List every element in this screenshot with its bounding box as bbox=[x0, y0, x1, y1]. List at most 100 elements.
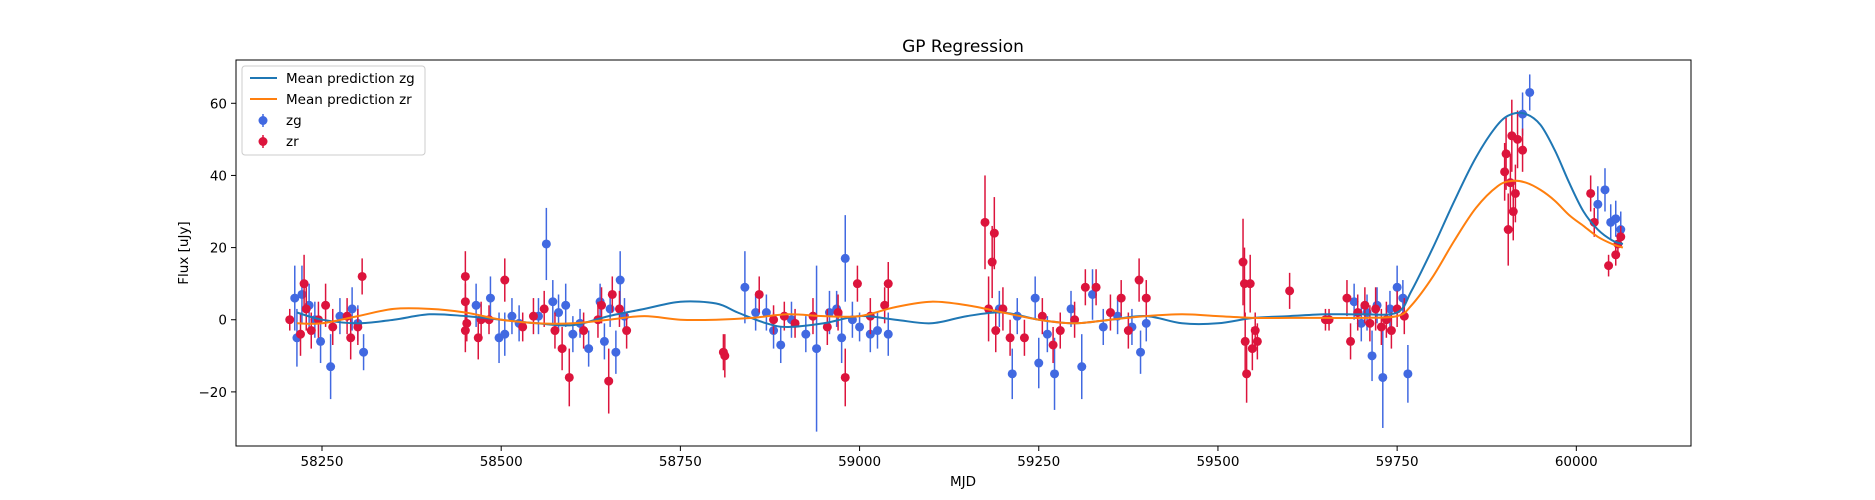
zg-point bbox=[605, 304, 615, 314]
zr-point bbox=[1360, 300, 1370, 310]
zg-point bbox=[1392, 282, 1402, 292]
zr-point bbox=[301, 304, 311, 314]
zg-point bbox=[471, 300, 481, 310]
zg-point bbox=[840, 253, 850, 263]
zr-point bbox=[883, 279, 893, 289]
zg-point bbox=[1098, 322, 1108, 332]
zr-point bbox=[296, 329, 306, 339]
zr-point bbox=[306, 326, 316, 336]
zg-point bbox=[1349, 297, 1359, 307]
legend-label-zg: zg bbox=[286, 113, 302, 129]
zr-point bbox=[557, 344, 567, 354]
legend-label-mean-zr: Mean prediction zr bbox=[286, 92, 412, 108]
zr-point bbox=[1324, 315, 1334, 325]
zg-point bbox=[1403, 369, 1413, 379]
legend-swatch-zr-marker bbox=[258, 137, 268, 146]
zg-point bbox=[599, 336, 609, 346]
zr-point bbox=[614, 304, 624, 314]
zg-point bbox=[1385, 304, 1395, 314]
zr-point bbox=[285, 315, 295, 325]
legend-item-zr: zr bbox=[258, 134, 299, 150]
x-tick-label: 60000 bbox=[1555, 454, 1598, 470]
zr-point bbox=[1386, 326, 1396, 336]
zg-point bbox=[485, 293, 495, 303]
zr-point bbox=[328, 322, 338, 332]
zr-point bbox=[991, 326, 1001, 336]
zr-point bbox=[840, 372, 850, 382]
zr-point bbox=[769, 315, 779, 325]
zg-point bbox=[812, 344, 822, 354]
zr-point bbox=[1616, 232, 1626, 242]
zg-point bbox=[1034, 358, 1044, 368]
zg-point bbox=[507, 311, 517, 321]
y-tick-label: 0 bbox=[218, 313, 227, 329]
zg-point bbox=[751, 308, 761, 318]
zr-point bbox=[1604, 261, 1614, 271]
x-tick-label: 59250 bbox=[1017, 454, 1060, 470]
zg-point bbox=[554, 308, 564, 318]
plot-frame bbox=[235, 59, 1692, 447]
zg-point bbox=[297, 289, 307, 299]
x-tick-label: 59750 bbox=[1376, 454, 1419, 470]
legend-box bbox=[241, 65, 426, 156]
x-tick-label: 58750 bbox=[659, 454, 702, 470]
y-axis-ticks: −20 0 20 40 60 bbox=[199, 96, 236, 401]
x-tick-label: 59000 bbox=[838, 454, 881, 470]
zr-point bbox=[720, 351, 730, 361]
zg-point bbox=[1136, 347, 1146, 357]
zr-point bbox=[1141, 293, 1151, 303]
legend-label-zr: zr bbox=[286, 134, 299, 150]
zr-point bbox=[518, 322, 528, 332]
zr-point bbox=[357, 271, 367, 281]
zg-point bbox=[872, 326, 882, 336]
zr-point bbox=[550, 326, 560, 336]
zg-point bbox=[1007, 369, 1017, 379]
zr-point bbox=[779, 311, 789, 321]
legend-item-mean-zr: Mean prediction zr bbox=[250, 92, 412, 108]
zr-point bbox=[579, 326, 589, 336]
zr-point bbox=[353, 322, 363, 332]
zr-point bbox=[1091, 282, 1101, 292]
zg-point bbox=[1378, 372, 1388, 382]
zg-point bbox=[359, 347, 369, 357]
zr-point bbox=[1048, 340, 1058, 350]
zr-point bbox=[989, 228, 999, 238]
zg-point bbox=[1030, 293, 1040, 303]
zr-point bbox=[1134, 275, 1144, 285]
zg-point bbox=[1088, 289, 1098, 299]
zg-point bbox=[326, 362, 336, 372]
zr-point bbox=[528, 311, 538, 321]
zr-point bbox=[1508, 207, 1518, 217]
zg-point bbox=[1367, 351, 1377, 361]
zr-point bbox=[607, 289, 617, 299]
y-tick-label: 40 bbox=[210, 168, 227, 184]
plot-area bbox=[285, 74, 1626, 432]
zg-point bbox=[615, 275, 625, 285]
zg-point bbox=[1066, 304, 1076, 314]
zr-point bbox=[460, 326, 470, 336]
zr-point bbox=[321, 300, 331, 310]
zg-point bbox=[740, 282, 750, 292]
mean-prediction-zr-line bbox=[296, 179, 1624, 325]
zr-point bbox=[346, 333, 356, 343]
x-axis-ticks: 58250 58500 58750 59000 59250 59500 59750 60000 bbox=[301, 446, 1598, 470]
zr-point bbox=[462, 318, 472, 328]
zr-point bbox=[299, 279, 309, 289]
zg-point bbox=[568, 329, 578, 339]
zr-point bbox=[1510, 188, 1520, 198]
zr-point bbox=[1518, 145, 1528, 155]
zr-point bbox=[597, 300, 607, 310]
zr-point bbox=[1365, 318, 1375, 328]
zg-point bbox=[611, 347, 621, 357]
zr-point bbox=[1503, 225, 1513, 235]
x-axis-label: MJD bbox=[950, 474, 976, 490]
zr-point bbox=[880, 300, 890, 310]
zr-point bbox=[1240, 336, 1250, 346]
zg-point bbox=[541, 239, 551, 249]
zr-point bbox=[1252, 336, 1262, 346]
zr-point bbox=[1346, 336, 1356, 346]
y-axis-label: Flux [uJy] bbox=[176, 221, 192, 284]
zr-point bbox=[1019, 333, 1029, 343]
legend-label-mean-zg: Mean prediction zg bbox=[286, 71, 415, 87]
zr-point bbox=[1285, 286, 1295, 296]
